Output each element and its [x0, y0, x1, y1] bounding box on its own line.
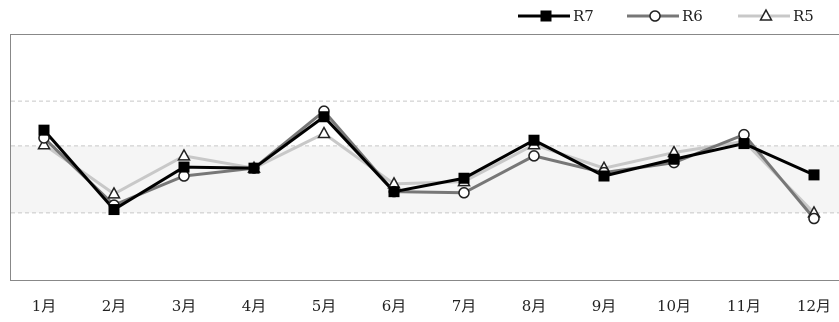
data-point-R5 — [317, 125, 331, 139]
x-tick-label: 8月 — [522, 297, 547, 315]
data-point-R7 — [38, 124, 50, 136]
data-point-R7 — [458, 172, 470, 184]
data-point-R6 — [808, 212, 820, 225]
grid-band — [11, 145, 839, 213]
x-tick-label: 4月 — [242, 297, 267, 315]
x-tick-label: 12月 — [797, 297, 831, 315]
x-tick-label: 2月 — [102, 297, 127, 315]
legend-label-R7: R7 — [573, 7, 594, 25]
series-line-R7 — [42, 115, 815, 212]
legend-marker-R7 — [540, 10, 552, 22]
legend-marker-R6 — [649, 10, 661, 22]
data-point-R5 — [177, 148, 191, 161]
x-tick-label: 9月 — [592, 297, 617, 315]
data-point-R7 — [318, 111, 330, 123]
x-tick-label: 3月 — [172, 297, 197, 315]
data-point-R7 — [248, 162, 260, 174]
chart-legend: R7 R6 R5 — [518, 7, 814, 25]
data-point-R7 — [528, 134, 540, 146]
data-point-R6 — [458, 187, 470, 199]
data-point-R7 — [738, 138, 750, 150]
data-point-R7 — [108, 204, 120, 216]
data-point-R7 — [808, 169, 820, 181]
x-tick-label: 5月 — [312, 297, 337, 315]
legend-label-R5: R5 — [793, 7, 814, 25]
x-tick-label: 1月 — [32, 297, 57, 315]
x-tick-label: 11月 — [727, 297, 761, 315]
data-point-R7 — [388, 186, 400, 198]
legend-label-R6: R6 — [682, 7, 703, 25]
data-point-R5 — [107, 186, 121, 199]
data-point-R7 — [178, 161, 190, 173]
x-tick-label: 6月 — [382, 297, 407, 315]
series-line-R5 — [43, 132, 816, 214]
data-point-R6 — [528, 150, 540, 162]
plot-area — [10, 34, 839, 281]
data-point-R7 — [668, 153, 680, 165]
x-axis: 1月 2月 3月 4月 5月 6月 7月 8月 9月 10月 11月 12月 — [32, 297, 831, 315]
data-point-R7 — [598, 170, 610, 182]
plot-border — [10, 34, 839, 281]
legend-marker-R5 — [759, 8, 773, 21]
x-tick-label: 7月 — [452, 297, 477, 315]
x-tick-label: 10月 — [657, 297, 691, 315]
